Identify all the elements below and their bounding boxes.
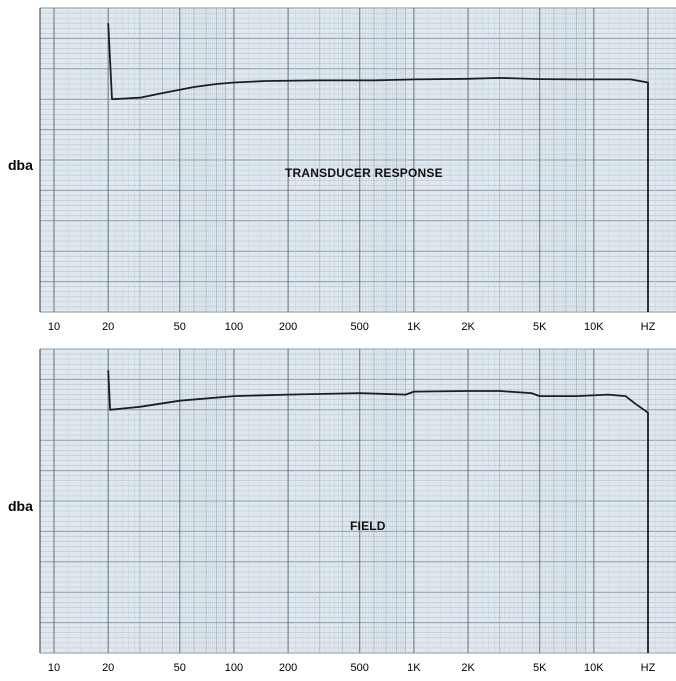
x-tick-label: 2K <box>461 662 475 674</box>
chart-title: FIELD <box>350 519 386 533</box>
x-tick-label: 1K <box>407 321 421 333</box>
y-axis-label: dba <box>8 498 33 514</box>
y-axis-label: dba <box>8 157 33 173</box>
x-tick-label: 10K <box>584 321 604 333</box>
x-tick-label: 200 <box>278 662 298 674</box>
chart-panel-top: dba TRANSDUCER RESPONSE 10 20 50 100 200 500 1… <box>0 0 676 340</box>
x-tick-label: 100 <box>224 321 244 333</box>
x-tick-label: HZ <box>640 321 656 333</box>
chart-top-svg <box>39 7 676 313</box>
x-tick-label: 10 <box>47 662 61 674</box>
chart-title: TRANSDUCER RESPONSE <box>285 166 443 180</box>
x-tick-label: 10K <box>584 662 604 674</box>
x-tick-label: 10 <box>47 321 61 333</box>
x-tick-label: 500 <box>350 662 369 674</box>
x-tick-label: 200 <box>278 321 298 333</box>
x-tick-label: HZ <box>640 662 656 674</box>
x-tick-label: 50 <box>173 321 186 333</box>
x-tick-label: 5K <box>532 662 547 674</box>
x-tick-label: 1K <box>407 662 421 674</box>
x-tick-label: 20 <box>102 662 115 674</box>
x-tick-label: 100 <box>224 662 244 674</box>
chart-bottom-svg <box>39 348 676 654</box>
chart-panel-bottom: dba FIELD 10 20 50 100 200 500 1K 2K 5K 10K HZ <box>0 341 676 681</box>
series-line-0 <box>107 23 649 312</box>
x-tick-label: 20 <box>102 321 115 333</box>
series-line-0 <box>107 370 649 653</box>
x-tick-label: 5K <box>532 321 547 333</box>
x-tick-label: 50 <box>173 662 186 674</box>
x-tick-label: 2K <box>461 321 475 333</box>
x-tick-label: 500 <box>350 321 369 333</box>
